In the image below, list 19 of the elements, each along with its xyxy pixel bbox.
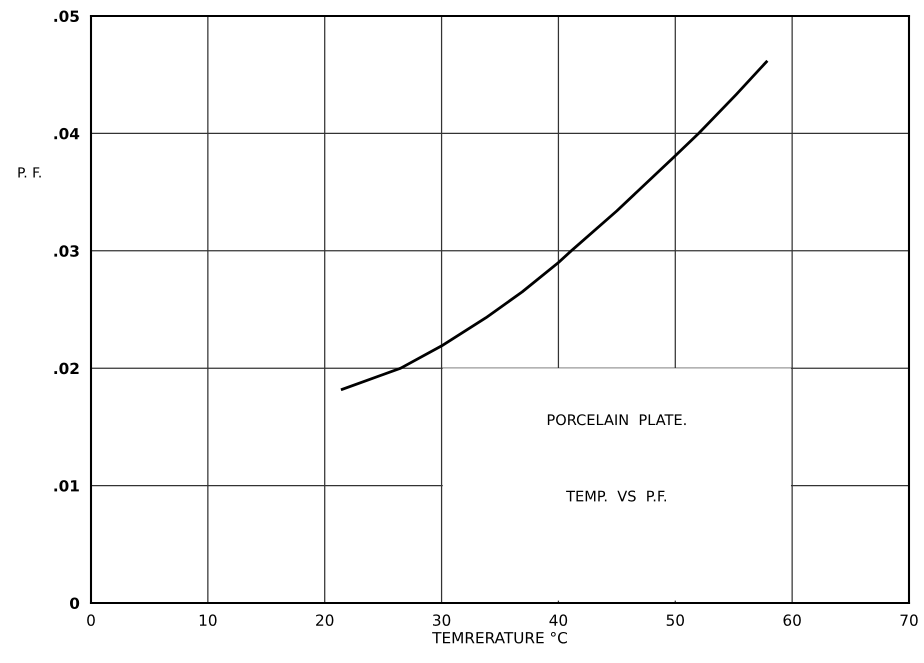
x-tick-label: 20 (316, 614, 334, 626)
y-tick-label: .04 (54, 128, 80, 140)
x-axis-title: TEMRERATURE °C (432, 632, 567, 644)
y-tick-label: .03 (54, 245, 79, 257)
y-axis-title: P. F. (18, 167, 41, 178)
x-tick-label: 70 (900, 614, 918, 626)
x-tick-label: 60 (783, 614, 801, 626)
x-tick-label: 0 (87, 614, 95, 626)
annotation: TEMP. VS P.F. (566, 490, 666, 502)
x-tick-label: 10 (200, 614, 217, 626)
x-tick-label: 30 (433, 614, 450, 626)
y-tick-label: .02 (54, 362, 79, 374)
y-tick-label: .01 (54, 480, 79, 492)
annotation: PORCELAIN PLATE. (548, 414, 686, 426)
x-tick-label: 40 (549, 614, 568, 626)
y-tick-label: 0 (70, 597, 80, 610)
line-series (340, 60, 768, 391)
x-tick-label: 50 (666, 614, 684, 626)
y-tick-label: .05 (54, 10, 79, 22)
